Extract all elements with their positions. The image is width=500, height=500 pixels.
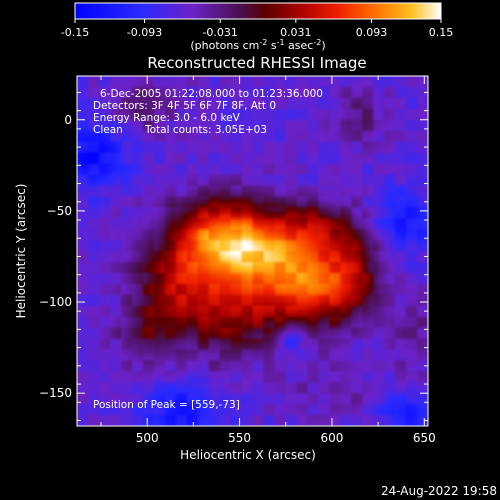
colorbar-tick-label: -0.031	[202, 26, 237, 39]
info-time-range: 6-Dec-2005 01:22:08.000 to 01:23:36.000	[100, 88, 323, 100]
y-tick-label: −150	[39, 386, 72, 400]
y-axis-label: Heliocentric Y (arcsec)	[14, 184, 28, 319]
plot-frame	[76, 75, 429, 427]
y-tick-label: 0	[64, 113, 72, 127]
info-detectors: Detectors: 3F 4F 5F 6F 7F 8F, Att 0	[93, 100, 276, 112]
colorbar-ticks: -0.15 -0.093 -0.031 0.031 0.093 0.15	[61, 19, 453, 39]
colorbar-tick-label: -0.093	[127, 26, 162, 39]
info-block: 6-Dec-2005 01:22:08.000 to 01:23:36.000 …	[93, 88, 323, 136]
heatmap-image	[76, 75, 429, 427]
colorbar-gradient	[74, 2, 442, 20]
x-tick-label: 600	[320, 431, 343, 445]
info-total-counts: Total counts: 3.05E+03	[144, 124, 267, 136]
colorbar-tick-label: 0.15	[429, 26, 454, 39]
chart-title: Reconstructed RHESSI Image	[147, 54, 366, 72]
x-tick-label: 550	[228, 431, 251, 445]
peak-position-label: Position of Peak = [559,-73]	[93, 399, 240, 411]
info-energy-range: Energy Range: 3.0 - 6.0 keV	[93, 112, 241, 124]
y-tick-label: −100	[39, 295, 72, 309]
colorbar-tick-label: 0.093	[356, 26, 388, 39]
colorbar-tick-label: 0.031	[280, 26, 312, 39]
colorbar: -0.15 -0.093 -0.031 0.031 0.093 0.15 (photons…	[61, 2, 453, 52]
footer-date: 24-Aug-2022 19:58	[381, 484, 497, 498]
x-tick-label: 500	[136, 431, 159, 445]
info-clean-label: Clean	[93, 124, 123, 136]
x-axis-label: Heliocentric X (arcsec)	[180, 448, 316, 462]
y-tick-label: −50	[47, 204, 72, 218]
colorbar-tick-label: -0.15	[61, 26, 89, 39]
colorbar-unit-label: (photons cm-2 s-1 asec-2)	[190, 38, 325, 52]
heatmap-raster	[77, 76, 428, 426]
x-tick-label: 650	[413, 431, 436, 445]
x-axis: 500 550 600 650	[100, 76, 436, 445]
y-axis: 0 −50 −100 −150	[39, 91, 428, 422]
